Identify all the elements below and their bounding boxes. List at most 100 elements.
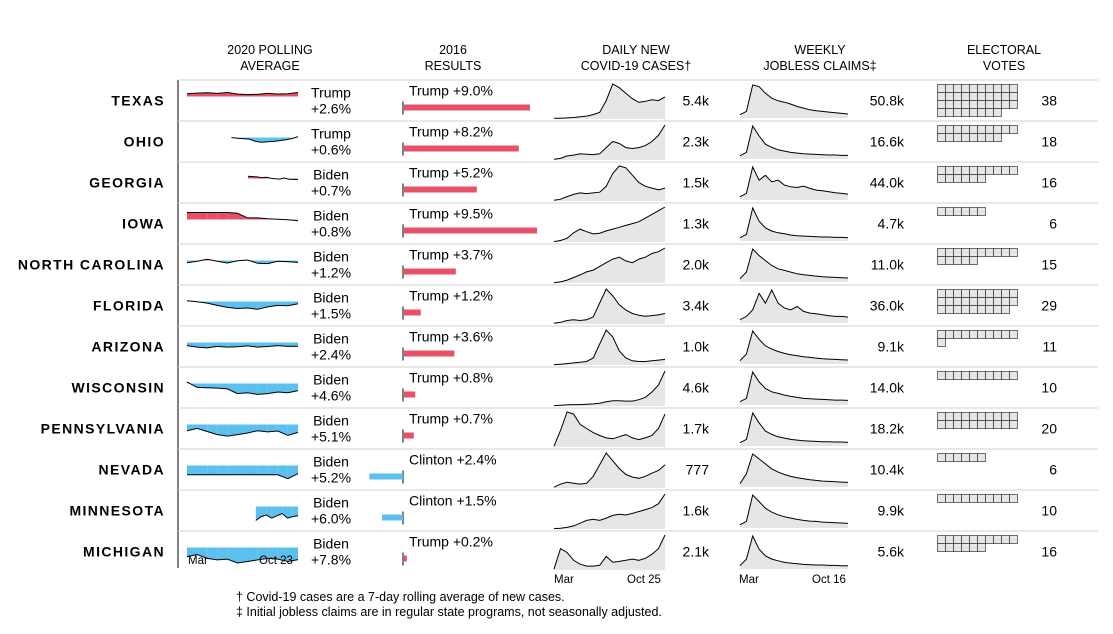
electoral-vote-cell	[937, 92, 946, 101]
electoral-vote-cell	[961, 289, 970, 298]
polling-margin-area	[261, 137, 268, 143]
covid-trend-line	[553, 370, 666, 407]
electoral-vote-cell	[937, 100, 946, 109]
result-2016-label: Trump +3.7%	[409, 247, 493, 263]
electoral-vote-cell	[985, 420, 994, 429]
polling-margin-area	[217, 424, 228, 437]
electoral-vote-grid	[937, 412, 1018, 429]
polling-margin-area	[197, 342, 208, 348]
polling-margin-area	[287, 465, 298, 479]
electoral-vote-cell	[993, 125, 1002, 134]
polling-margin-area	[247, 383, 258, 395]
header-electoral-line1: ELECTORAL	[967, 43, 1041, 57]
state-row: WISCONSIN Biden+4.6% Trump +0.8% 4.6k 14.0k 1…	[72, 366, 1098, 407]
poll-leader: Biden	[313, 290, 349, 306]
polling-trend-line	[187, 473, 299, 480]
polling-margin-area	[197, 212, 208, 220]
electoral-vote-cell	[945, 289, 954, 298]
jobless-value: 10.4k	[870, 462, 905, 478]
polling-margin-area	[237, 383, 248, 394]
polling-margin-area	[237, 465, 248, 475]
electoral-vote-cell	[969, 412, 978, 421]
electoral-vote-cell	[985, 412, 994, 421]
electoral-vote-grid	[937, 289, 1018, 314]
electoral-vote-cell	[937, 174, 946, 183]
result-2016-label: Trump +8.2%	[409, 124, 493, 140]
polling-margin-area	[227, 465, 238, 475]
column-header-covid: DAILY NEW COVID-19 CASES†	[581, 43, 692, 73]
jobless-value: 4.7k	[878, 216, 905, 232]
electoral-vote-cell	[945, 256, 954, 265]
polling-trend-line	[187, 212, 299, 222]
electoral-vote-cell	[985, 535, 994, 544]
polling-margin-area	[257, 342, 268, 348]
polling-margin-area	[187, 212, 198, 220]
jobless-trend-line	[739, 534, 848, 567]
jobless-value: 11.0k	[871, 257, 905, 273]
polling-trend-line	[186, 345, 299, 349]
electoral-vote-cell	[945, 174, 954, 183]
electoral-vote-cell	[985, 84, 994, 93]
electoral-vote-cell	[969, 494, 978, 503]
footnote-jobless: ‡ Initial jobless claims are in regular …	[236, 605, 662, 619]
electoral-vote-cell	[1009, 289, 1018, 298]
electoral-vote-cell	[945, 305, 954, 314]
electoral-vote-cell	[945, 412, 954, 421]
electoral-vote-cell	[953, 207, 962, 216]
header-polling-line2: AVERAGE	[240, 59, 300, 73]
covid-area	[554, 125, 665, 160]
result-2016-label: Trump +9.0%	[409, 83, 493, 99]
polling-margin-area	[277, 424, 288, 436]
polling-margin-area	[187, 547, 198, 557]
covid-trend-line	[553, 165, 666, 201]
polling-margin-area	[287, 383, 298, 393]
electoral-vote-cell	[961, 108, 970, 117]
polling-margin-area	[267, 465, 278, 475]
electoral-vote-cell	[945, 207, 954, 216]
electoral-votes-count: 38	[1041, 93, 1057, 109]
electoral-vote-grid	[937, 248, 1018, 265]
electoral-vote-cell	[993, 297, 1002, 306]
electoral-vote-cell	[945, 297, 954, 306]
electoral-votes-count: 11	[1042, 339, 1057, 355]
electoral-vote-cell	[993, 248, 1002, 257]
electoral-vote-grid	[937, 330, 1018, 347]
state-row: FLORIDA Biden+1.5% Trump +1.2% 3.4k 36.0k 29	[93, 284, 1098, 324]
covid-trend-line	[553, 124, 666, 160]
jobless-trend-line	[739, 370, 849, 403]
covid-value: 1.3k	[683, 216, 710, 232]
electoral-vote-cell	[945, 371, 954, 380]
polling-axis-end: Oct 23	[259, 555, 293, 567]
polling-margin-area	[217, 342, 228, 348]
covid-area	[554, 371, 665, 406]
electoral-vote-cell	[985, 133, 994, 142]
covid-value: 3.4k	[683, 298, 710, 314]
polling-margin-area	[287, 301, 298, 306]
electoral-vote-grid	[937, 453, 986, 462]
electoral-vote-cell	[977, 207, 986, 216]
polling-margin-area	[217, 547, 228, 560]
electoral-vote-cell	[961, 297, 970, 306]
electoral-vote-cell	[977, 453, 986, 462]
state-row: TEXAS Trump+2.6% Trump +9.0% 5.4k 50.8k 38	[111, 79, 1098, 119]
polling-margin-area	[237, 424, 248, 435]
electoral-vote-cell	[985, 92, 994, 101]
result-margin-bar	[404, 555, 407, 562]
jobless-trend-line	[739, 493, 849, 526]
electoral-vote-cell	[977, 166, 986, 175]
jobless-area	[740, 454, 848, 487]
column-header-results: 2016 RESULTS	[425, 43, 482, 73]
electoral-vote-cell	[1001, 371, 1010, 380]
electoral-vote-cell	[985, 494, 994, 503]
column-header-electoral: ELECTORAL VOTES	[967, 43, 1041, 73]
jobless-area	[740, 413, 848, 446]
header-covid-line2: COVID-19 CASES†	[581, 59, 692, 73]
covid-area	[554, 248, 665, 283]
header-results-line1: 2016	[439, 43, 467, 57]
electoral-vote-cell	[937, 248, 946, 257]
electoral-votes-count: 29	[1041, 298, 1057, 314]
poll-leader: Biden	[313, 372, 349, 388]
jobless-area	[740, 249, 848, 282]
electoral-vote-grid	[937, 371, 1018, 380]
electoral-vote-cell	[977, 412, 986, 421]
